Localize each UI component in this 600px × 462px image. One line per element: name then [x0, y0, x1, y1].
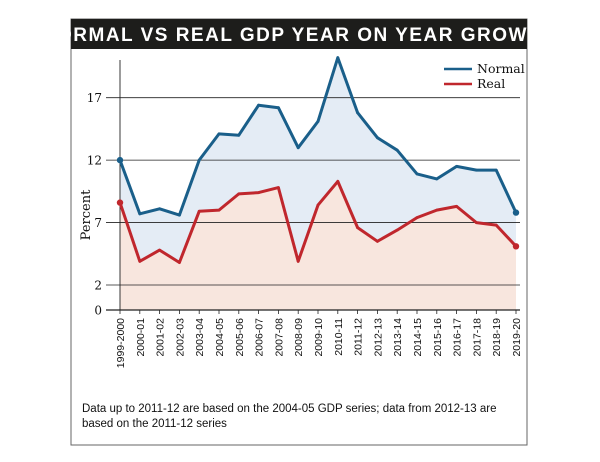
- x-tick-label: 2013-14: [392, 318, 404, 357]
- data-point-normal: [455, 165, 458, 168]
- gdp-line-chart: NORMAL VS REAL GDP YEAR ON YEAR GROWTH 0…: [70, 18, 528, 446]
- x-tick-label: 2011-12: [353, 318, 365, 356]
- x-tick-label: 2001-02: [155, 318, 167, 357]
- title-banner: [71, 19, 527, 49]
- data-point-real: [435, 208, 439, 212]
- x-tick-label: 2014-15: [412, 318, 424, 357]
- x-tick-label: 2003-04: [194, 318, 206, 357]
- x-tick-label: 2007-08: [273, 318, 285, 357]
- legend-label-real: Real: [477, 76, 505, 91]
- data-point-real: [376, 239, 379, 243]
- chart-footnote: Data up to 2011-12 are based on the 2004…: [82, 403, 497, 430]
- x-tick-label: 2017-18: [471, 318, 483, 357]
- x-tick-label: 2018-19: [491, 318, 503, 357]
- data-point-real: [494, 223, 498, 227]
- data-point-real: [237, 192, 241, 196]
- data-point-real: [138, 259, 142, 263]
- y-tick-label: 0: [94, 304, 102, 318]
- data-point-normal: [494, 168, 498, 172]
- data-point-normal: [316, 120, 320, 123]
- x-tick-label: 2008-09: [293, 318, 305, 357]
- x-tick-label: 2002-03: [174, 318, 186, 357]
- data-point-real: [277, 186, 280, 190]
- data-point-normal: [512, 209, 520, 216]
- data-point-normal: [376, 136, 379, 140]
- data-point-real: [257, 191, 260, 195]
- x-tick-label: 2000-01: [135, 318, 147, 357]
- data-point-real: [178, 261, 181, 264]
- y-tick-label: 17: [87, 91, 102, 105]
- data-point-real: [512, 243, 520, 250]
- grid-layer: [106, 60, 520, 311]
- data-point-normal: [277, 106, 280, 110]
- data-point-real: [197, 209, 201, 213]
- x-tick-label: 2006-07: [254, 318, 266, 357]
- data-point-real: [217, 208, 221, 212]
- data-point-real: [455, 205, 458, 208]
- x-tick-label: 1999-2000: [115, 318, 127, 368]
- data-point-normal: [336, 56, 340, 60]
- data-point-normal: [435, 177, 439, 181]
- chart-title: NORMAL VS REAL GDP YEAR ON YEAR GROWTH: [70, 25, 528, 46]
- x-tick-label: 2005-06: [234, 318, 246, 357]
- data-point-real: [158, 248, 161, 252]
- data-point-normal: [356, 111, 359, 115]
- data-point-normal: [116, 156, 124, 164]
- data-point-normal: [475, 168, 478, 172]
- data-point-real: [116, 199, 124, 206]
- y-tick-label: 7: [94, 216, 102, 230]
- data-point-normal: [395, 148, 399, 152]
- band-real-area: [120, 181, 516, 310]
- y-tick-label: 12: [87, 154, 102, 168]
- series-layer: [116, 56, 520, 264]
- data-point-normal: [158, 207, 161, 211]
- x-tick-label: 2019-20: [511, 318, 523, 357]
- legend-label-normal: Normal: [477, 61, 525, 76]
- data-point-normal: [415, 172, 419, 176]
- data-point-normal: [257, 103, 260, 107]
- data-point-normal: [178, 213, 181, 217]
- data-point-real: [395, 228, 399, 232]
- data-point-real: [316, 203, 320, 207]
- data-point-real: [336, 180, 340, 183]
- x-tick-label: 2004-05: [214, 318, 226, 357]
- y-tick-label: 2: [94, 279, 102, 293]
- chart-frame: NORMAL VS REAL GDP YEAR ON YEAR GROWTH 0…: [70, 18, 528, 446]
- data-point-normal: [296, 146, 300, 150]
- data-point-real: [296, 259, 300, 263]
- data-point-real: [475, 221, 478, 225]
- data-point-normal: [217, 132, 221, 136]
- x-tick-label: 2010-11: [333, 318, 345, 356]
- data-point-real: [356, 226, 359, 230]
- legend: Normal Real: [444, 61, 525, 91]
- data-point-normal: [138, 212, 142, 216]
- x-tick-label: 2012-13: [372, 318, 384, 357]
- x-tick-label: 2016-17: [452, 318, 464, 357]
- x-tick-label: 2009-10: [313, 318, 325, 357]
- data-point-normal: [237, 133, 241, 137]
- y-axis-label: Percent: [79, 189, 94, 240]
- data-point-real: [415, 216, 419, 220]
- data-point-normal: [197, 158, 201, 162]
- tick-layer: 0 2 7 12 17 1999-2000 2000-01 2001-02 2002-03 200…: [87, 91, 523, 368]
- x-tick-label: 2015-16: [432, 318, 444, 357]
